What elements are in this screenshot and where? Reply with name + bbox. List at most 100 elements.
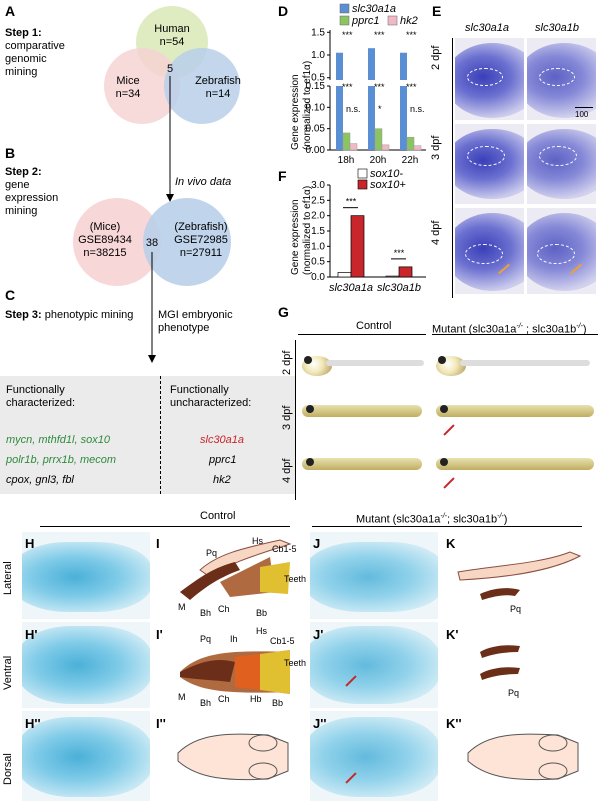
panel-label-j1: J' (313, 627, 324, 642)
step3-text: Step 3: phenotypic mining (5, 309, 133, 322)
g-arrow-3dpf (443, 424, 455, 436)
i1-label-pq: Pq (200, 634, 211, 644)
step3-arrow-label: MGI embryonic phenotype (158, 309, 233, 335)
d-sig-0-b: *** (342, 82, 353, 92)
i1-label-teeth: Teeth (284, 658, 306, 668)
step3-arrow-label-1: MGI embryonic (158, 309, 233, 321)
i1-label-ch: Ch (218, 694, 230, 704)
panel-label-k: K (446, 536, 456, 551)
e-image-3a (455, 208, 524, 294)
panel-label-k1: K' (446, 627, 459, 642)
j-image-dorsal (310, 711, 438, 801)
i-label-pq: Pq (206, 548, 217, 558)
venn1-mice-label: Mice (116, 75, 139, 87)
d-sig-0-c: n.s. (346, 104, 361, 114)
g-control-label: Control (356, 320, 392, 332)
venn1-zebrafish-circle (164, 48, 240, 124)
chart-d: 1.5 1.0 0.50.15 0.10 0.05 0.00 Gene expression… (290, 3, 426, 166)
d-sig-1-a: *** (374, 30, 385, 40)
venn2-right-name: (Zebrafish) (174, 221, 227, 233)
i1-label-bh: Bh (200, 698, 211, 708)
g-image-control-3dpf (298, 393, 426, 441)
venn-diagram-2: (Mice) GSE89434 n=38215 (Zebrafish) GSE7… (73, 198, 231, 363)
g-image-mutant-2dpf (432, 340, 598, 388)
panel-label-f: F (278, 168, 287, 184)
e-col2-label: slc30a1b (535, 22, 580, 34)
step1-line3: mining (5, 66, 38, 78)
step1-line2: genomic (5, 53, 47, 65)
venn-diagram-1: Human n=54 Mice n=34 Zebrafish n=14 5 (104, 6, 241, 202)
table-left-header-1: Functionally (6, 384, 65, 396)
h-control-label: Control (200, 510, 236, 522)
d-bar-0-0-top (336, 52, 343, 80)
step3-colon: : (38, 309, 42, 321)
d-legend-swatch-1 (339, 15, 350, 26)
f-legend-label-0: sox10- (370, 168, 403, 180)
d-bar-0-2 (349, 143, 358, 151)
venn2-right-id: GSE72985 (174, 234, 228, 246)
panel-label-e: E (432, 3, 442, 19)
table-left-header-2: characterized: (6, 397, 76, 409)
f-ytick-6: 0.0 (311, 272, 325, 283)
g-image-mutant-4dpf (432, 446, 598, 494)
f-legend-swatch-1 (357, 179, 368, 190)
i-label-ch: Ch (218, 604, 230, 614)
h-image-dorsal (22, 711, 150, 801)
venn2-right-n: n=27911 (180, 247, 222, 259)
panel-label-k2: K'' (446, 716, 462, 731)
d-bar-1-0 (368, 86, 375, 150)
venn2-overlap: 38 (146, 237, 158, 249)
step3-title: Step 3 (5, 309, 39, 321)
venn2-left-n: n=38215 (83, 247, 126, 259)
k-diagram-ventral: Pq (480, 645, 520, 698)
panel-label-a: A (5, 3, 16, 19)
step3-arrow-label-2: phenotype (158, 322, 210, 334)
venn2-left-id: GSE89434 (78, 234, 132, 246)
k1-label-pq: Pq (508, 688, 519, 698)
i1-label-m: M (178, 692, 186, 702)
d-legend-swatch-0 (339, 3, 350, 14)
i-label-bh: Bh (200, 608, 211, 618)
f-bar-1-1 (398, 266, 413, 278)
d-xtick-1: 20h (370, 155, 387, 166)
panel-label-c: C (5, 287, 16, 303)
f-xtick-0: slc30a1a (329, 282, 373, 294)
j-image-ventral (310, 622, 438, 708)
i1-label-ih: Ih (230, 634, 238, 644)
d-bar-2-0 (400, 86, 407, 150)
step1-line1: comparative (5, 40, 65, 52)
panel-label-i2: I'' (156, 716, 166, 731)
panel-label-b: B (5, 145, 16, 161)
h-row1-label: Lateral (2, 561, 14, 595)
k-label-pq: Pq (510, 604, 521, 614)
step2-text: Step 2: gene expression mining (5, 166, 58, 218)
gene-table: Functionally characterized: Functionally… (0, 376, 296, 494)
h-mutant-label: Mutant (slc30a1a-/-; slc30a1b-/-) (356, 513, 508, 526)
venn1-mice-n: n=34 (116, 88, 141, 100)
table-right-header-1: Functionally (170, 384, 229, 396)
table-left-row-1: mycn, mthfd1l, sox10 (6, 434, 110, 446)
step2-line3: mining (5, 205, 38, 217)
f-ylabel-2: (normalized to ef1α) (302, 186, 313, 275)
f-ytick-4: 1.0 (311, 241, 325, 252)
d-ytick-bottom-1: 0.10 (306, 102, 326, 113)
g-row1-label: 2 dpf (281, 350, 293, 375)
d-ylabel-2: (normalized to ef1α) (302, 61, 313, 150)
d-ytick-bottom-0: 0.15 (306, 81, 326, 92)
venn1-mice-circle (104, 48, 180, 124)
f-legend-label-1: sox10+ (370, 179, 406, 191)
d-bar-1-0-top (368, 48, 375, 80)
g-row2-label: 3 dpf (281, 405, 293, 430)
e-image-3b (527, 208, 596, 294)
i-label-hs: Hs (252, 536, 263, 546)
venn1-human-label: Human (154, 23, 189, 35)
d-legend-label-2: hk2 (400, 15, 418, 27)
f-ytick-0: 3.0 (311, 180, 325, 191)
i-label-bb: Bb (256, 608, 267, 618)
f-bar-0-1 (350, 215, 365, 278)
e-col1-label: slc30a1a (465, 22, 510, 34)
panel-label-h: H (25, 536, 35, 551)
d-ytick-top-1: 1.0 (311, 50, 325, 61)
h-row3-label: Dorsal (2, 753, 14, 785)
d-bar-2-1 (406, 136, 415, 151)
